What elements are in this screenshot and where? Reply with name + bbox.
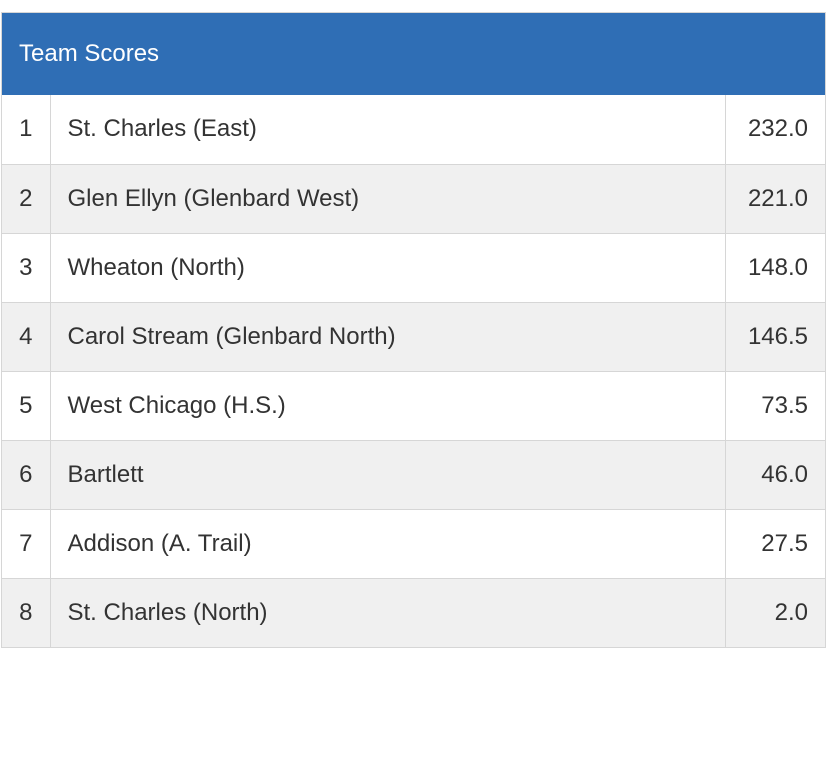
table-row: 1 St. Charles (East) 232.0	[2, 95, 825, 165]
score-cell: 146.5	[725, 302, 825, 372]
rank-cell: 5	[2, 371, 51, 441]
score-cell: 2.0	[725, 578, 825, 648]
table-row: 4 Carol Stream (Glenbard North) 146.5	[2, 302, 825, 372]
rank-cell: 8	[2, 578, 51, 648]
team-name-cell: St. Charles (North)	[50, 578, 726, 648]
score-cell: 221.0	[725, 164, 825, 234]
team-name-cell: Glen Ellyn (Glenbard West)	[50, 164, 726, 234]
rank-cell: 7	[2, 509, 51, 579]
score-cell: 232.0	[725, 95, 825, 165]
team-name-cell: Bartlett	[50, 440, 726, 510]
team-name-cell: West Chicago (H.S.)	[50, 371, 726, 441]
table-row: 5 West Chicago (H.S.) 73.5	[2, 371, 825, 441]
table-row: 3 Wheaton (North) 148.0	[2, 233, 825, 303]
team-scores-panel: Team Scores 1 St. Charles (East) 232.0 2…	[1, 12, 826, 648]
team-name-cell: Wheaton (North)	[50, 233, 726, 303]
rank-cell: 6	[2, 440, 51, 510]
table-row: 2 Glen Ellyn (Glenbard West) 221.0	[2, 164, 825, 234]
rank-cell: 1	[2, 95, 51, 165]
rank-cell: 3	[2, 233, 51, 303]
panel-title: Team Scores	[2, 13, 825, 95]
score-cell: 27.5	[725, 509, 825, 579]
table-row: 6 Bartlett 46.0	[2, 440, 825, 510]
score-cell: 148.0	[725, 233, 825, 303]
rank-cell: 4	[2, 302, 51, 372]
team-name-cell: Addison (A. Trail)	[50, 509, 726, 579]
rank-cell: 2	[2, 164, 51, 234]
score-cell: 46.0	[725, 440, 825, 510]
table-row: 8 St. Charles (North) 2.0	[2, 578, 825, 648]
team-scores-table: 1 St. Charles (East) 232.0 2 Glen Ellyn …	[2, 95, 825, 648]
team-name-cell: Carol Stream (Glenbard North)	[50, 302, 726, 372]
team-name-cell: St. Charles (East)	[50, 95, 726, 165]
table-row: 7 Addison (A. Trail) 27.5	[2, 509, 825, 579]
score-cell: 73.5	[725, 371, 825, 441]
